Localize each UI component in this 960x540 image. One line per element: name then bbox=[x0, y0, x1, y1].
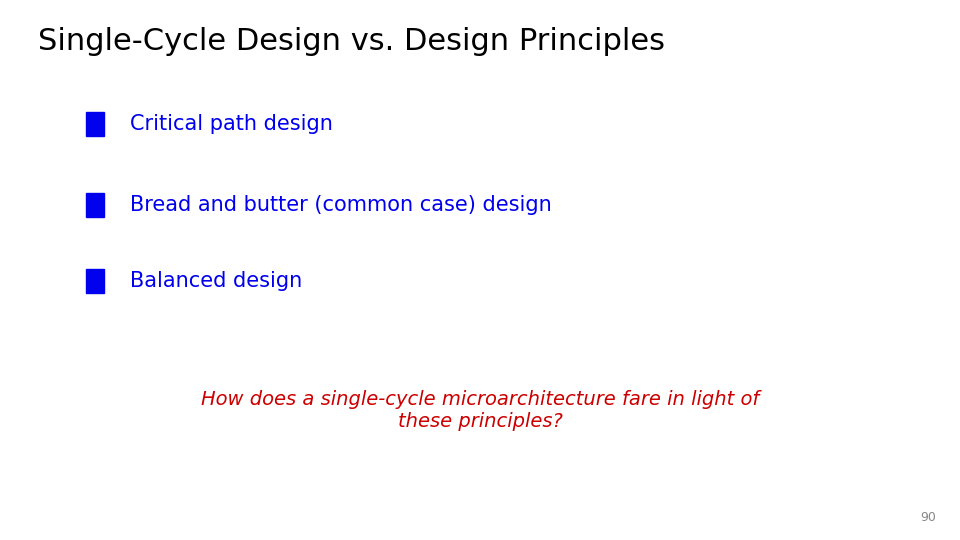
FancyBboxPatch shape bbox=[86, 269, 104, 293]
Text: 90: 90 bbox=[920, 511, 936, 524]
Text: Critical path design: Critical path design bbox=[130, 114, 332, 134]
Text: Single-Cycle Design vs. Design Principles: Single-Cycle Design vs. Design Principle… bbox=[38, 27, 665, 56]
FancyBboxPatch shape bbox=[86, 112, 104, 136]
Text: How does a single-cycle microarchitecture fare in light of
these principles?: How does a single-cycle microarchitectur… bbox=[201, 390, 759, 431]
FancyBboxPatch shape bbox=[86, 193, 104, 217]
Text: Bread and butter (common case) design: Bread and butter (common case) design bbox=[130, 195, 551, 215]
Text: Balanced design: Balanced design bbox=[130, 271, 301, 291]
